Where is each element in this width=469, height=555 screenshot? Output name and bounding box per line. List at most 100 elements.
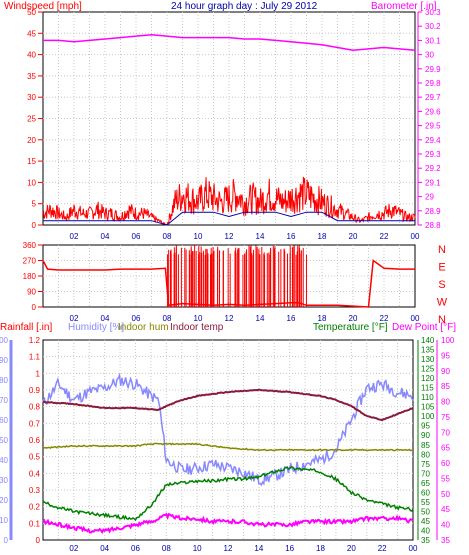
x-tick-label: 00 — [411, 232, 420, 241]
barometer-tick: 30.2 — [425, 22, 441, 31]
rainfall-tick: 0.7 — [29, 419, 41, 428]
indoor-temp-line — [42, 388, 414, 422]
humidity-tick: 90 — [0, 356, 9, 365]
rainfall-tick: 1.1 — [29, 353, 41, 362]
barometer-tick: 29.9 — [425, 65, 441, 74]
dewpoint-tick: 85 — [441, 382, 450, 391]
humidity-tick: 70 — [0, 396, 9, 405]
temperature-tick: 100 — [421, 412, 435, 421]
windspeed-tick: 0 — [32, 221, 37, 230]
dewpoint-tick: 60 — [441, 459, 450, 468]
temperature-tick: 80 — [421, 450, 430, 459]
temperature-axis-label: Temperature [°F] — [313, 322, 388, 333]
x-tick-label: 06 — [131, 544, 140, 553]
temperature-tick: 60 — [421, 488, 430, 497]
x-tick-label: 04 — [101, 232, 110, 241]
x-tick-label: 14 — [256, 314, 265, 323]
x-tick-label: 18 — [318, 314, 327, 323]
compass-label: S — [438, 279, 445, 291]
windspeed-tick: 40 — [27, 51, 36, 60]
dewpoint-axis-label: Dew Point [°F] — [392, 322, 456, 333]
windspeed-tick: 30 — [27, 93, 36, 102]
indoor-hum-axis-label: Indoor hum — [118, 322, 169, 333]
compass-label: N — [438, 244, 446, 256]
temperature-tick: 130 — [421, 355, 435, 364]
windspeed-tick: 10 — [27, 178, 36, 187]
x-tick-label: 08 — [163, 314, 172, 323]
windspeed-tick: 25 — [27, 115, 36, 124]
barometer-tick: 29.5 — [425, 122, 441, 131]
windspeed-tick: 50 — [27, 8, 36, 17]
x-tick-label: 04 — [100, 544, 109, 553]
rainfall-tick: 0.8 — [29, 403, 41, 412]
rainfall-tick: 1.2 — [29, 336, 41, 345]
barometer-tick: 29.8 — [425, 79, 441, 88]
x-tick-label: 02 — [70, 314, 79, 323]
x-tick-label: 16 — [287, 232, 296, 241]
barometer-tick: 29 — [425, 193, 434, 202]
temperature-tick: 85 — [421, 441, 430, 450]
barometer-tick: 30.3 — [425, 8, 441, 17]
rain-hum-temp-panel: 0 0.1 0.2 0.3 0.4 0.5 0.6 0.7 0.8 0.9 1 1.1 1.2 0 10 2… — [0, 322, 456, 553]
rainfall-tick: 0.4 — [29, 469, 41, 478]
x-tick-label: 00 — [409, 544, 418, 553]
direction-tick: 360 — [23, 241, 37, 250]
dewpoint-line — [42, 512, 414, 535]
x-tick-label: 06 — [132, 232, 141, 241]
temperature-tick: 65 — [421, 479, 430, 488]
rainfall-tick: 0.3 — [29, 486, 41, 495]
dewpoint-tick: 55 — [441, 474, 450, 483]
humidity-tick: 80 — [0, 376, 9, 385]
windspeed-axis-label: Windspeed [mph] — [4, 1, 82, 12]
compass-label: W — [437, 297, 448, 309]
temperature-tick: 125 — [421, 365, 435, 374]
rainfall-axis-label: Rainfall [.in] — [0, 322, 52, 333]
humidity-tick: 20 — [0, 496, 9, 505]
temperature-line — [42, 466, 414, 522]
direction-tick: 90 — [27, 288, 36, 297]
x-tick-label: 14 — [254, 544, 263, 553]
rainfall-tick: 0.6 — [29, 436, 41, 445]
barometer-tick: 28.9 — [425, 207, 441, 216]
barometer-tick: 30.1 — [425, 36, 441, 45]
barometer-axis-label: Barometer [.in] — [371, 1, 437, 12]
temperature-tick: 135 — [421, 346, 435, 355]
temperature-tick: 95 — [421, 422, 430, 431]
indoor-hum-line — [42, 442, 413, 452]
windspeed-line — [42, 176, 416, 226]
humidity-axis-label: Humidity [%] — [68, 322, 124, 333]
temperature-tick: 45 — [421, 517, 430, 526]
humidity-tick: 60 — [0, 416, 9, 425]
wind-baro-panel: 0 5 10 15 20 25 30 35 40 45 50 28.8 28.9 29 29.1 29.2 2… — [4, 1, 441, 241]
temperature-tick: 110 — [421, 393, 434, 402]
barometer-tick: 29.3 — [425, 150, 441, 159]
gust-line — [43, 211, 415, 226]
temperature-tick: 120 — [421, 374, 435, 383]
x-tick-label: 18 — [318, 232, 327, 241]
humidity-line — [42, 372, 414, 487]
direction-tick: 180 — [23, 272, 37, 281]
x-tick-label: 16 — [285, 544, 294, 553]
direction-tick: 0 — [32, 303, 37, 312]
windspeed-tick: 35 — [27, 72, 36, 81]
barometer-tick: 29.6 — [425, 107, 441, 116]
rainfall-tick: 0 — [36, 536, 41, 545]
humidity-tick: 0 — [4, 536, 9, 545]
x-tick-label: 18 — [316, 544, 325, 553]
x-tick-label: 10 — [193, 544, 202, 553]
humidity-tick: 10 — [0, 516, 9, 525]
temperature-tick: 50 — [421, 507, 430, 516]
windspeed-tick: 20 — [27, 136, 36, 145]
dewpoint-tick: 95 — [441, 351, 450, 360]
temperature-tick: 40 — [421, 526, 430, 535]
humidity-tick: 30 — [0, 476, 9, 485]
compass-label: N — [438, 314, 446, 326]
x-tick-label: 02 — [69, 544, 78, 553]
windspeed-tick: 45 — [27, 29, 36, 38]
x-tick-label: 14 — [256, 232, 265, 241]
x-tick-label: 16 — [287, 314, 296, 323]
x-tick-label: 02 — [70, 232, 79, 241]
x-tick-label: 12 — [224, 544, 233, 553]
dewpoint-tick: 45 — [441, 505, 450, 514]
